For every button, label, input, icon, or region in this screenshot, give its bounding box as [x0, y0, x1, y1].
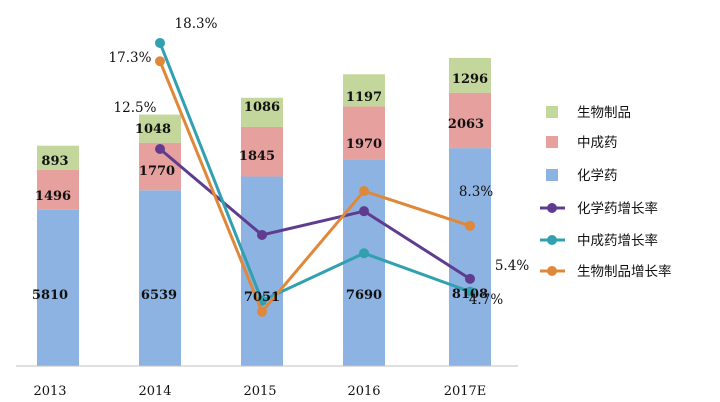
annotation-4: 5.4%: [495, 258, 529, 274]
bar-bio-2016: [343, 74, 385, 107]
legend-item-chem-growth: 化学药增长率: [540, 200, 658, 217]
legend-marker-tcm-growth: [547, 235, 557, 245]
legend-label-tcm-growth: 中成药增长率: [577, 232, 658, 249]
x-tick-2015: 2015: [243, 384, 276, 399]
x-tick-2013: 2013: [33, 384, 66, 399]
legend-swatch-chem: [546, 169, 558, 181]
legend-label-bio: 生物制品: [577, 105, 631, 121]
bar-tcm-2013: [37, 169, 79, 210]
point-bio-growth-2015: [257, 306, 267, 317]
legend-label-chem: 化学药: [577, 168, 618, 184]
bar-label-chem-2013: 5810: [32, 288, 68, 303]
point-chem-growth-2014: [155, 144, 165, 154]
annotation-0: 12.5%: [114, 100, 157, 116]
point-chem-growth-2016: [359, 206, 369, 217]
x-tick-2016: 2016: [347, 384, 380, 399]
line-chem-growth: [159, 147, 471, 281]
legend-item-bio: 生物制品: [546, 105, 631, 121]
legend-label-chem-growth: 化学药增长率: [577, 200, 658, 217]
legend-item-tcm-growth: 中成药增长率: [540, 232, 658, 249]
bar-chem-2015: [241, 176, 283, 366]
bar-label-chem-2014: 6539: [141, 288, 177, 303]
legend-marker-chem-growth: [547, 203, 557, 213]
legend-swatch-tcm: [546, 136, 558, 148]
annotation-2: 17.3%: [109, 50, 152, 66]
bar-bio-2013: [37, 145, 79, 170]
line-tcm-growth: [158, 42, 471, 303]
bar-label-bio-2016: 1197: [346, 90, 382, 105]
bar-label-tcm-2017E: 2063: [448, 117, 484, 132]
bar-chem-2017E: [449, 148, 491, 366]
legend-item-tcm: 中成药: [546, 135, 618, 151]
bar-label-chem-2016: 7690: [346, 288, 382, 303]
x-tick-2017E: 2017E: [444, 384, 487, 399]
x-tick-2014: 2014: [138, 384, 171, 399]
bar-chem-2013: [37, 209, 79, 366]
bar-bio-2017E: [449, 57, 491, 93]
annotations-layer: 12.5% 18.3% 17.3% 8.3% 5.4% 4.7%: [109, 16, 530, 308]
bar-bio-2014: [139, 114, 181, 143]
legend-marker-bio-growth: [547, 266, 557, 276]
bar-label-bio-2015: 1086: [244, 100, 280, 115]
bar-label-bio-2013: 893: [41, 154, 68, 169]
bar-label-tcm-2014: 1770: [139, 164, 175, 179]
annotation-3: 8.3%: [459, 184, 493, 200]
legend-item-chem: 化学药: [546, 168, 618, 184]
bar-tcm-2017E: [449, 92, 491, 149]
bar-tcm-2016: [343, 106, 385, 160]
annotation-5: 4.7%: [469, 292, 503, 308]
bars-layer: [37, 57, 491, 366]
point-tcm-growth-2016: [359, 248, 369, 259]
legend-swatch-bio: [546, 106, 558, 118]
point-tcm-growth-2014: [155, 37, 165, 48]
bar-label-bio-2017E: 1296: [452, 72, 488, 87]
x-ticks-layer: 2013 2014 2015 2016 2017E: [33, 384, 486, 399]
bar-label-tcm-2016: 1970: [346, 137, 382, 152]
point-bio-growth-2014: [155, 56, 165, 67]
legend-item-bio-growth: 生物制品增长率: [540, 263, 672, 280]
line-bio-growth: [158, 60, 471, 315]
lines-layer: [155, 37, 475, 317]
point-bio-growth-2016: [359, 186, 369, 197]
bar-bio-2015: [241, 97, 283, 127]
bar-labels-layer: 5810 6539 7051 7690 8108 1496 1770 1845 1970 2063…: [32, 72, 488, 305]
point-chem-growth-2017E: [465, 273, 475, 284]
legend-label-tcm: 中成药: [577, 135, 618, 151]
point-chem-growth-2015: [257, 229, 267, 240]
point-tcm-growth-2017E: [465, 286, 475, 297]
bar-label-tcm-2013: 1496: [35, 189, 71, 204]
bar-label-chem-2017E: 8108: [452, 287, 488, 302]
legend-label-bio-growth: 生物制品增长率: [577, 263, 672, 280]
point-bio-growth-2017E: [465, 220, 475, 231]
annotation-1: 18.3%: [175, 16, 218, 32]
bar-label-bio-2014: 1048: [135, 122, 171, 137]
bar-chem-2014: [139, 190, 181, 366]
bar-tcm-2015: [241, 126, 283, 177]
bar-label-chem-2015: 7051: [244, 290, 280, 305]
bar-label-tcm-2015: 1845: [239, 149, 275, 164]
